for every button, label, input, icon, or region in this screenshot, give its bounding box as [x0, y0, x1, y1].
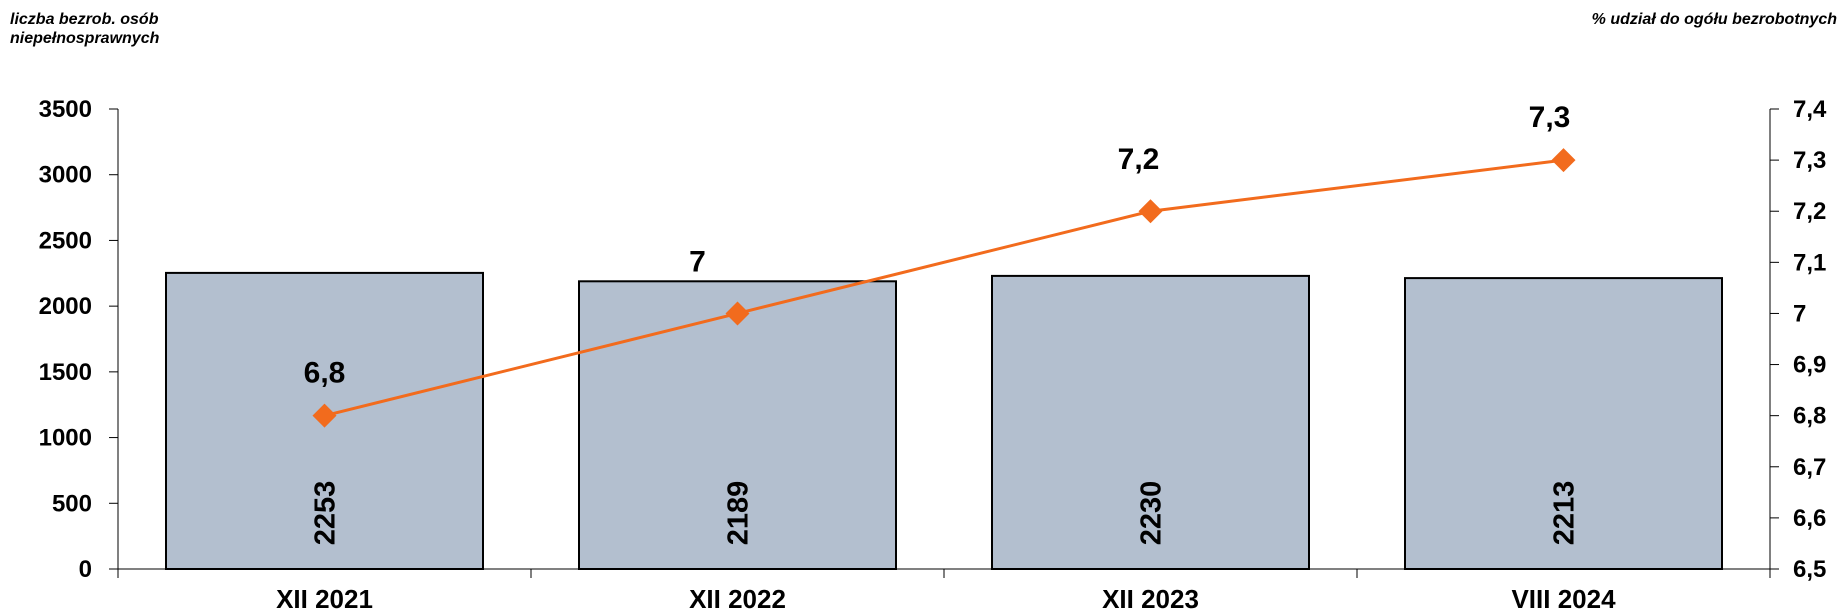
right-tick-label: 7 — [1793, 300, 1806, 327]
right-tick-label: 6,8 — [1793, 403, 1826, 430]
line-data-label: 7,3 — [1529, 101, 1571, 134]
bar-data-label: 2213 — [1549, 481, 1581, 546]
left-tick-label: 3500 — [39, 96, 92, 123]
right-tick-label: 7,4 — [1793, 96, 1827, 123]
left-tick-label: 3000 — [39, 162, 92, 189]
right-tick-label: 7,1 — [1793, 249, 1826, 276]
line-series — [324, 158, 1564, 418]
labels-layer: 6,8 7 7,2 7,3 2253 2189 2230 2213 — [304, 101, 1581, 545]
right-tick-label: 6,5 — [1793, 556, 1826, 583]
line-data-label: 7 — [689, 245, 706, 278]
left-tick-label: 500 — [52, 490, 92, 517]
bar — [578, 280, 897, 570]
bar-data-label: 2253 — [310, 481, 342, 546]
category-label: VIII 2024 — [1511, 584, 1616, 614]
left-tick-label: 0 — [79, 556, 92, 583]
left-tick-label: 2500 — [39, 227, 92, 254]
line-layer — [312, 148, 1576, 428]
right-tick-label: 6,7 — [1793, 454, 1826, 481]
category-label: XII 2021 — [276, 584, 373, 614]
bar-data-label: 2189 — [723, 481, 755, 546]
line-point-marker — [312, 403, 337, 428]
right-tick-label: 6,6 — [1793, 505, 1826, 532]
line-point-marker — [1138, 199, 1163, 224]
bar — [1404, 277, 1723, 570]
category-label: XII 2023 — [1102, 584, 1199, 614]
left-axis-title: liczba bezrob. osób niepełnosprawnych — [10, 11, 160, 47]
right-tick-label: 7,2 — [1793, 198, 1826, 225]
right-tick-label: 6,9 — [1793, 352, 1826, 379]
line-point-marker — [1551, 148, 1576, 173]
line-data-label: 7,2 — [1118, 143, 1160, 176]
left-tick-label: 1000 — [39, 425, 92, 452]
line-point-marker — [725, 301, 750, 326]
right-tick-label: 7,3 — [1793, 147, 1826, 174]
left-tick-label: 2000 — [39, 293, 92, 320]
left-tick-label: 1500 — [39, 359, 92, 386]
axes-layer: 0 500 1000 1500 2000 2500 3000 3500 6,5 6,6 6,7 6,8… — [39, 96, 1827, 614]
bar — [991, 274, 1310, 570]
category-label: XII 2022 — [689, 584, 786, 614]
right-axis-title: % udział do ogółu bezrobotnych — [1591, 11, 1837, 28]
bar-data-label: 2230 — [1136, 481, 1168, 546]
bars-layer — [165, 271, 1723, 570]
line-data-label: 6,8 — [304, 357, 346, 390]
